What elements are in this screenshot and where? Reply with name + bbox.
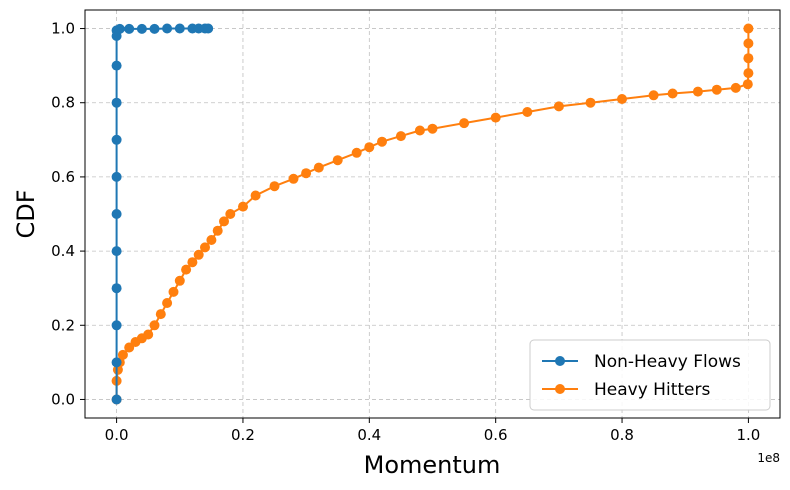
data-point-non-heavy-flows (111, 209, 122, 219)
data-point-heavy-hitters (648, 90, 659, 101)
x-tick-label: 0.8 (610, 426, 634, 444)
data-point-heavy-hitters (143, 329, 154, 340)
data-point-non-heavy-flows (111, 60, 122, 71)
data-point-non-heavy-flows (111, 320, 122, 331)
y-tick-label: 1.0 (51, 20, 75, 38)
legend-marker-non-heavy (555, 356, 565, 366)
data-point-non-heavy-flows (114, 23, 125, 34)
legend: Non-Heavy Flows Heavy Hitters (529, 339, 771, 411)
data-point-heavy-hitters (238, 201, 248, 212)
data-point-heavy-hitters (743, 38, 754, 49)
series-non-heavy-flows (111, 23, 214, 405)
data-point-heavy-hitters (427, 123, 438, 134)
data-point-heavy-hitters (585, 97, 596, 108)
data-point-heavy-hitters (206, 235, 217, 245)
data-point-heavy-hitters (730, 82, 741, 93)
data-point-heavy-hitters (617, 94, 627, 104)
x-axis-label: Momentum (364, 451, 501, 479)
legend-label-heavy: Heavy Hitters (594, 380, 710, 400)
data-point-heavy-hitters (332, 155, 343, 166)
series-layer (111, 23, 754, 405)
data-point-heavy-hitters (269, 181, 280, 192)
data-point-heavy-hitters (155, 309, 166, 320)
data-point-non-heavy-flows (149, 23, 160, 34)
data-point-heavy-hitters (490, 112, 501, 123)
y-axis-label: CDF (12, 189, 40, 238)
plot-frame (84, 9, 781, 419)
data-point-non-heavy-flows (162, 23, 173, 34)
data-point-heavy-hitters (395, 131, 406, 142)
legend-box (529, 339, 771, 411)
y-tick-label: 0.2 (51, 316, 75, 334)
data-point-heavy-hitters (742, 79, 753, 90)
x-tick-label: 0.4 (357, 426, 381, 444)
data-point-non-heavy-flows (111, 394, 122, 405)
data-point-heavy-hitters (219, 216, 229, 227)
data-point-non-heavy-flows (111, 171, 122, 182)
data-point-heavy-hitters (377, 136, 387, 147)
data-point-heavy-hitters (117, 349, 128, 360)
data-point-non-heavy-flows (111, 283, 122, 294)
data-point-heavy-hitters (313, 162, 324, 173)
data-point-non-heavy-flows (124, 23, 135, 34)
data-point-heavy-hitters (711, 84, 722, 95)
data-point-heavy-hitters (743, 23, 754, 34)
data-point-heavy-hitters (692, 86, 703, 97)
data-point-heavy-hitters (200, 242, 210, 253)
data-point-non-heavy-flows (111, 246, 122, 257)
data-point-non-heavy-flows (111, 97, 122, 108)
legend-marker-heavy (555, 384, 565, 394)
y-tick-label: 0.0 (51, 390, 75, 408)
data-point-heavy-hitters (149, 320, 160, 331)
legend-label-non-heavy: Non-Heavy Flows (594, 352, 741, 372)
data-point-heavy-hitters (193, 249, 204, 260)
data-point-non-heavy-flows (111, 357, 122, 368)
data-point-heavy-hitters (288, 173, 299, 184)
y-tick-label: 0.8 (51, 94, 75, 112)
y-tick-label: 0.4 (51, 242, 75, 260)
y-axis-ticks: 0.0 0.2 0.4 0.6 0.8 1.0 (51, 20, 85, 408)
data-point-heavy-hitters (187, 257, 198, 268)
data-point-heavy-hitters (459, 118, 470, 129)
data-point-heavy-hitters (162, 298, 173, 308)
data-point-heavy-hitters (743, 68, 754, 79)
y-tick-label: 0.6 (51, 168, 75, 186)
x-tick-label: 0.6 (484, 426, 508, 444)
data-point-non-heavy-flows (136, 23, 147, 34)
data-point-heavy-hitters (301, 168, 312, 179)
x-axis-ticks: 0.0 0.2 0.4 0.6 0.8 1.0 (105, 418, 760, 444)
data-point-heavy-hitters (553, 101, 564, 112)
data-point-heavy-hitters (181, 264, 192, 275)
data-point-heavy-hitters (351, 147, 362, 158)
data-point-heavy-hitters (212, 225, 223, 236)
data-point-heavy-hitters (225, 209, 236, 219)
data-point-heavy-hitters (522, 107, 533, 117)
data-point-heavy-hitters (174, 275, 185, 286)
data-point-heavy-hitters (168, 286, 179, 297)
x-tick-label: 0.2 (231, 426, 255, 444)
data-point-non-heavy-flows (174, 23, 185, 34)
data-point-heavy-hitters (667, 88, 678, 99)
data-point-heavy-hitters (250, 190, 261, 201)
data-point-non-heavy-flows (203, 23, 214, 34)
x-tick-label: 1.0 (736, 426, 760, 444)
data-point-heavy-hitters (364, 142, 375, 153)
data-point-heavy-hitters (743, 53, 754, 64)
x-axis-offset-label: 1e8 (757, 451, 780, 465)
x-tick-label: 0.0 (105, 426, 129, 444)
data-point-heavy-hitters (414, 125, 425, 136)
data-point-non-heavy-flows (111, 134, 122, 145)
